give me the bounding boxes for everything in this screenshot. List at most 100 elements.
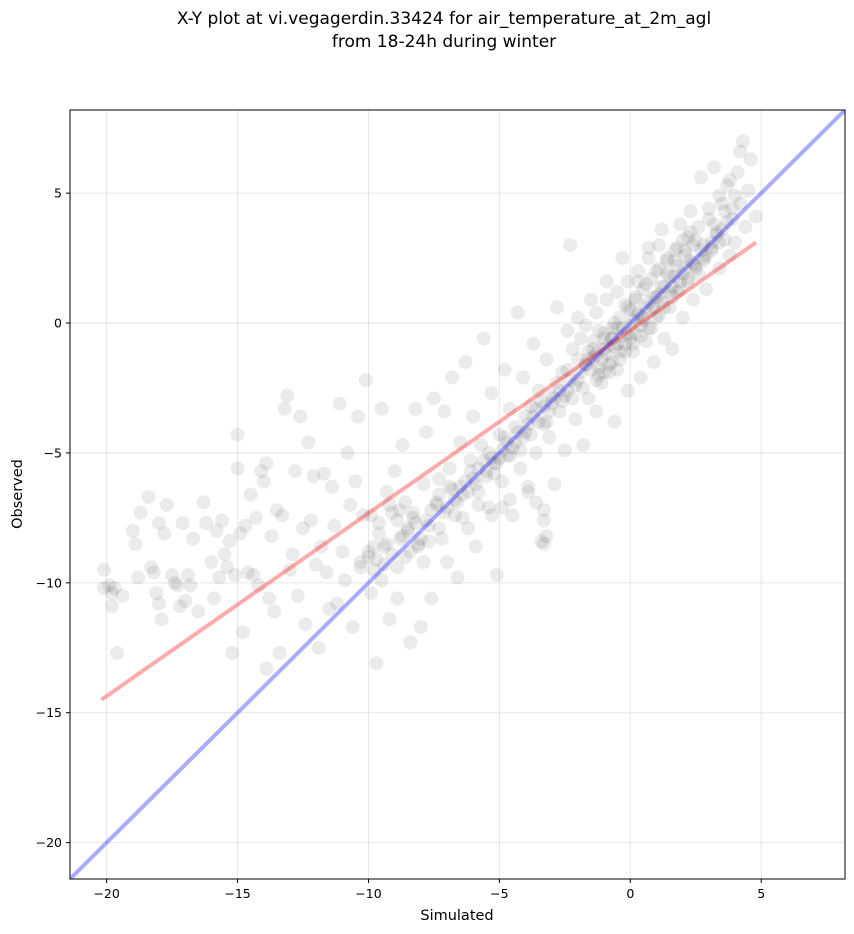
scatter-point	[714, 222, 729, 237]
scatter-point	[269, 503, 284, 518]
scatter-point	[225, 646, 240, 660]
scatter-point	[442, 479, 457, 494]
scatter-point	[641, 295, 656, 310]
scatter-point	[364, 508, 379, 523]
scatter-point	[704, 235, 719, 250]
scatter-point	[481, 445, 496, 460]
scatter-point	[277, 401, 292, 416]
scatter-point	[285, 547, 300, 562]
scatter-point	[675, 266, 690, 281]
scatter-point	[267, 604, 282, 619]
scatter-point	[227, 568, 242, 582]
scatter-point	[440, 500, 454, 515]
scatter-point	[644, 303, 659, 317]
title-line-2: from 18-24h during winter	[331, 32, 557, 52]
scatter-point	[440, 555, 454, 569]
scatter-point	[610, 321, 625, 336]
scatter-point	[479, 464, 494, 479]
scatter-point	[591, 360, 606, 375]
scatter-point	[725, 201, 740, 216]
scatter-point	[660, 266, 674, 281]
scatter-point	[639, 300, 653, 315]
scatter-point	[513, 443, 528, 458]
scatter-point	[437, 404, 452, 419]
scatter-point	[591, 323, 606, 338]
scatter-point	[293, 409, 308, 424]
scatter-point	[502, 401, 517, 416]
scatter-point	[102, 578, 117, 593]
scatter-point	[461, 484, 475, 499]
scatter-point	[442, 461, 457, 476]
scatter-point	[670, 240, 685, 255]
scatter-point	[497, 362, 512, 377]
y-tick-label: 0	[54, 316, 62, 331]
scatter-point	[434, 531, 449, 546]
scatter-point	[607, 414, 622, 429]
scatter-point	[450, 495, 465, 510]
scatter-point	[474, 438, 489, 453]
scatter-point	[487, 456, 502, 471]
title-line-1: X-Y plot at vi.vegagerdin.33424 for air_…	[176, 9, 712, 29]
scatter-point	[584, 292, 598, 307]
scatter-point	[104, 599, 119, 614]
scatter-point	[646, 290, 661, 305]
scatter-point	[421, 518, 436, 533]
scatter-point	[688, 232, 703, 247]
scatter-point	[238, 518, 253, 533]
scatter-point	[589, 347, 604, 362]
scatter-point	[479, 469, 494, 484]
scatter-point	[447, 492, 462, 507]
scatter-point	[704, 243, 719, 258]
scatter-point	[484, 386, 499, 401]
scatter-point	[714, 196, 729, 211]
scatter-point	[597, 342, 612, 356]
scatter-point	[212, 570, 227, 585]
scatter-point	[599, 292, 614, 307]
scatter-point	[468, 539, 483, 554]
scatter-point	[167, 575, 182, 590]
scatter-point	[534, 534, 549, 549]
scatter-point	[547, 391, 562, 406]
scatter-point	[521, 479, 536, 494]
scatter-point	[670, 258, 685, 273]
scatter-point	[717, 204, 732, 219]
scatter-point	[628, 290, 643, 305]
scatter-point	[678, 243, 693, 258]
scatter-point	[633, 329, 648, 343]
scatter-point	[351, 409, 365, 424]
scatter-point	[476, 331, 491, 346]
scatter-point	[620, 274, 635, 289]
scatter-point	[131, 570, 146, 585]
scatter-point	[505, 440, 520, 455]
scatter-point	[392, 503, 407, 518]
scatter-point	[390, 513, 405, 528]
scatter-point	[508, 435, 523, 450]
scatter-point	[301, 435, 316, 450]
scatter-point	[628, 292, 643, 307]
scatter-point	[741, 183, 756, 198]
scatter-point	[398, 495, 413, 510]
scatter-point	[552, 404, 567, 419]
scatter-point	[686, 292, 701, 307]
scatter-point	[636, 313, 651, 328]
scatter-point	[510, 305, 525, 320]
scatter-point	[589, 373, 604, 388]
scatter-point	[680, 274, 695, 289]
scatter-point	[364, 586, 379, 601]
scatter-point	[544, 388, 559, 403]
scatter-point	[259, 456, 274, 471]
scatter-point	[416, 477, 431, 492]
scatter-point	[222, 534, 237, 549]
scatter-point	[605, 321, 619, 336]
scatter-point	[204, 555, 219, 569]
scatter-point	[426, 391, 441, 406]
scatter-point	[691, 219, 706, 234]
scatter-point	[576, 381, 591, 395]
y-tick-label: −10	[36, 575, 62, 590]
scatter-point	[154, 612, 169, 627]
scatter-point	[625, 313, 640, 328]
scatter-point	[526, 409, 541, 424]
scatter-point	[495, 443, 509, 458]
scatter-point	[665, 290, 680, 305]
scatter-point	[699, 248, 714, 263]
